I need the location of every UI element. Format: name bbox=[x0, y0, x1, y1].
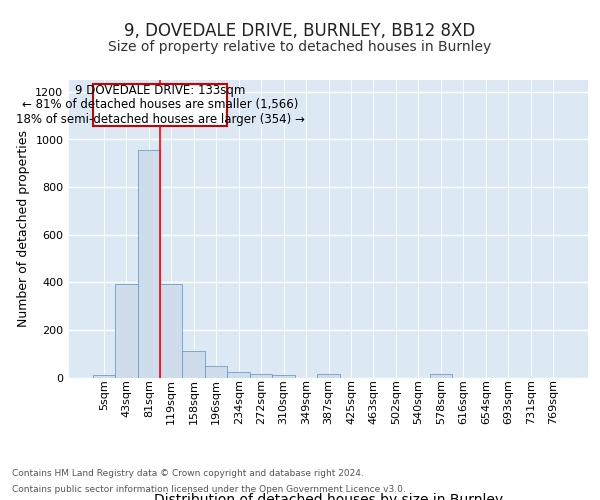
Bar bbox=[317, 374, 340, 378]
FancyBboxPatch shape bbox=[92, 84, 227, 126]
Bar bbox=[137, 150, 160, 378]
X-axis label: Distribution of detached houses by size in Burnley: Distribution of detached houses by size … bbox=[154, 494, 503, 500]
Bar bbox=[430, 374, 452, 378]
Y-axis label: Number of detached properties: Number of detached properties bbox=[17, 130, 30, 327]
Bar bbox=[205, 366, 227, 378]
Bar bbox=[182, 352, 205, 378]
Bar bbox=[227, 372, 250, 378]
Bar bbox=[115, 284, 137, 378]
Text: 9 DOVEDALE DRIVE: 133sqm: 9 DOVEDALE DRIVE: 133sqm bbox=[75, 84, 245, 97]
Bar bbox=[160, 284, 182, 378]
Text: Size of property relative to detached houses in Burnley: Size of property relative to detached ho… bbox=[109, 40, 491, 54]
Text: Contains HM Land Registry data © Crown copyright and database right 2024.: Contains HM Land Registry data © Crown c… bbox=[12, 470, 364, 478]
Bar bbox=[92, 375, 115, 378]
Text: Contains public sector information licensed under the Open Government Licence v3: Contains public sector information licen… bbox=[12, 484, 406, 494]
Bar bbox=[272, 374, 295, 378]
Text: 18% of semi-detached houses are larger (354) →: 18% of semi-detached houses are larger (… bbox=[16, 113, 304, 126]
Text: 9, DOVEDALE DRIVE, BURNLEY, BB12 8XD: 9, DOVEDALE DRIVE, BURNLEY, BB12 8XD bbox=[124, 22, 476, 40]
Text: ← 81% of detached houses are smaller (1,566): ← 81% of detached houses are smaller (1,… bbox=[22, 98, 298, 112]
Bar bbox=[250, 374, 272, 378]
